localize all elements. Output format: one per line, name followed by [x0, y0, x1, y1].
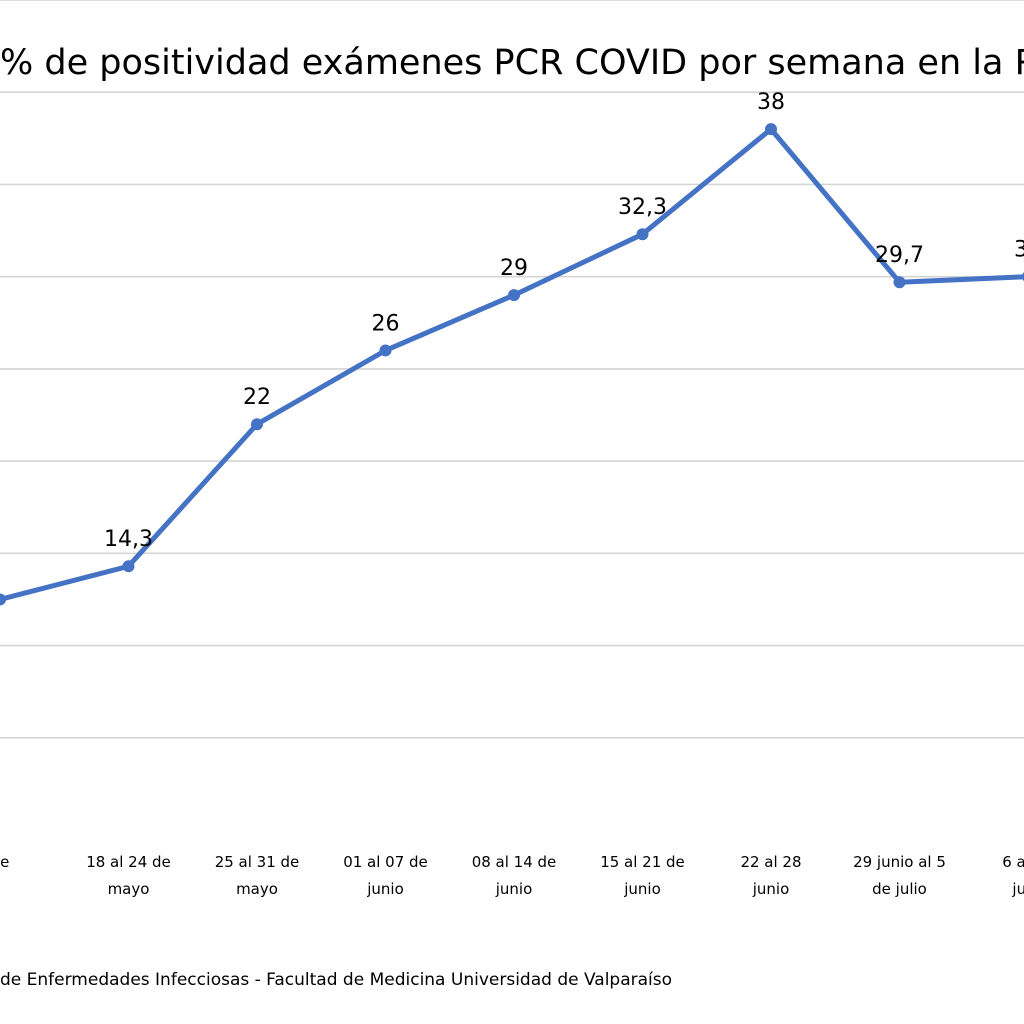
x-tick-label: junio: [495, 880, 533, 898]
x-tick-label: julio: [1011, 880, 1024, 898]
series-line: [0, 126, 1024, 602]
x-tick-label: 6 al 12: [1002, 853, 1024, 871]
data-point: [122, 560, 135, 573]
chart-title: % de positividad exámenes PCR COVID por …: [0, 43, 1024, 83]
x-tick-label: junio: [366, 880, 404, 898]
data-label: 32,3: [618, 195, 667, 220]
data-label: 29,7: [875, 243, 924, 268]
gridlines: [0, 0, 1024, 739]
data-point: [893, 276, 906, 289]
x-tick-label: junio: [752, 880, 790, 898]
x-tick-label: 08 al 14 de: [472, 853, 557, 871]
data-point: [0, 593, 6, 606]
x-tick-label: 18 al 24 de: [86, 853, 171, 871]
data-point: [765, 123, 777, 136]
series-layer: [0, 123, 1024, 606]
data-label: 29: [500, 256, 528, 281]
data-labels: 14,3 22 26 29 32,3 38 29,7 30: [104, 90, 1024, 552]
x-tick-label: 22 al 28: [740, 853, 801, 871]
x-tick-label: junio: [623, 880, 661, 898]
data-point: [379, 344, 392, 357]
data-point: [251, 418, 263, 431]
x-axis-tick-labels: de 18 al 24 de mayo 25 al 31 de mayo 01 al 07…: [0, 853, 1024, 898]
x-tick-label: 25 al 31 de: [215, 853, 300, 871]
data-label: 30: [1014, 238, 1024, 263]
x-tick-label: mayo: [108, 880, 150, 898]
x-tick-label: 29 junio al 5: [853, 853, 946, 871]
x-tick-label: mayo: [236, 880, 278, 898]
x-tick-label: 15 al 21 de: [600, 853, 685, 871]
x-tick-label: 01 al 07 de: [343, 853, 428, 871]
x-tick-label: de: [0, 853, 9, 871]
data-point: [636, 228, 649, 241]
source-note: de Enfermedades Infecciosas - Facultad d…: [0, 970, 672, 990]
data-label: 26: [372, 311, 400, 336]
data-label: 22: [243, 385, 271, 410]
x-tick-label: de julio: [872, 880, 927, 898]
data-label: 14,3: [104, 527, 153, 552]
data-label: 38: [757, 90, 785, 115]
data-point: [508, 289, 520, 302]
